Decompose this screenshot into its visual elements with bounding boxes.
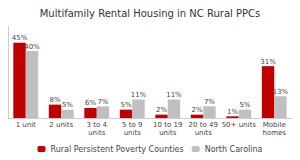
svg-text:5 to 9: 5 to 9 <box>122 121 142 129</box>
svg-text:1 unit: 1 unit <box>16 121 36 129</box>
svg-text:units: units <box>124 129 142 137</box>
svg-text:Mobile: Mobile <box>263 121 286 129</box>
svg-text:13%: 13% <box>273 88 289 96</box>
svg-text:2%: 2% <box>191 106 202 114</box>
svg-text:11%: 11% <box>166 91 182 99</box>
svg-text:2 units: 2 units <box>49 121 73 129</box>
svg-text:2%: 2% <box>156 106 167 114</box>
svg-text:units: units <box>159 129 177 137</box>
svg-text:5%: 5% <box>62 101 73 109</box>
svg-text:40%: 40% <box>24 43 40 51</box>
svg-text:45%: 45% <box>12 34 28 42</box>
svg-text:homes: homes <box>263 129 287 137</box>
svg-text:Multifamily Rental Housing in: Multifamily Rental Housing in NC Rural P… <box>40 8 261 19</box>
svg-text:11%: 11% <box>131 91 147 99</box>
svg-text:1%: 1% <box>227 108 238 116</box>
svg-text:units: units <box>195 129 213 137</box>
svg-text:6%: 6% <box>85 99 96 107</box>
svg-text:5%: 5% <box>120 101 131 109</box>
svg-text:Rural Persistent Poverty Count: Rural Persistent Poverty Counties <box>50 145 183 154</box>
svg-text:units: units <box>88 129 106 137</box>
svg-text:20 to 49: 20 to 49 <box>189 121 218 129</box>
svg-text:50+ units: 50+ units <box>222 121 257 129</box>
svg-text:5%: 5% <box>239 101 250 109</box>
svg-text:North Carolina: North Carolina <box>205 145 263 154</box>
svg-text:31%: 31% <box>260 58 276 66</box>
svg-text:7%: 7% <box>204 98 215 106</box>
svg-text:7%: 7% <box>97 98 108 106</box>
svg-text:10 to 19: 10 to 19 <box>153 121 182 129</box>
svg-text:8%: 8% <box>49 96 60 104</box>
svg-text:3 to 4: 3 to 4 <box>87 121 108 129</box>
